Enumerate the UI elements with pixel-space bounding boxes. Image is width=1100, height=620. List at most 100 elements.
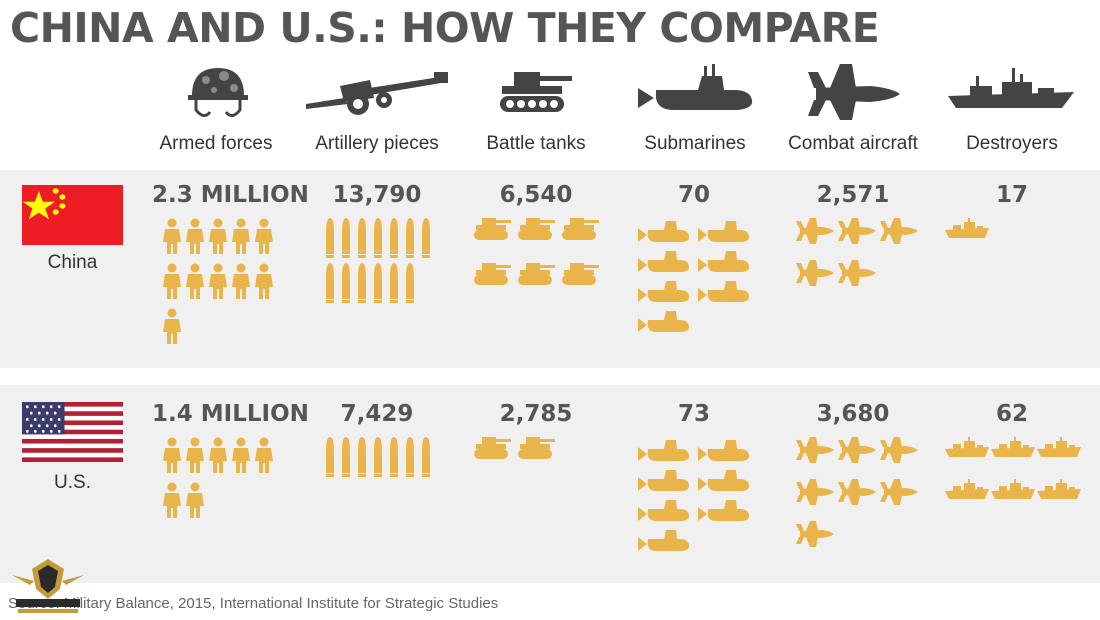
china-person-icon (186, 218, 204, 254)
china-shell-icon (374, 218, 382, 258)
china-aircraft-value: 2,571 (816, 182, 890, 208)
us-shell-icon (326, 437, 334, 477)
category-label: Destroyers (966, 133, 1058, 154)
helmet-icon (188, 68, 248, 117)
us-ship-icon (945, 479, 989, 499)
china-person-icon (163, 218, 181, 254)
china-submarine-icon (698, 221, 750, 242)
us-shell-icon (374, 437, 382, 477)
us-tanks-value: 2,785 (499, 401, 573, 427)
us-shell-icon (390, 437, 398, 477)
category-label: Combat aircraft (788, 133, 918, 154)
us-ship-icon (1037, 479, 1081, 499)
china-person-icon (186, 308, 195, 344)
us-jet-icon (796, 479, 834, 505)
us-submarine-icon (638, 530, 690, 551)
us-shell-icon (342, 437, 350, 477)
us-shell-icon (406, 437, 414, 477)
us-flag-icon (22, 402, 123, 462)
us-jet-icon (880, 479, 918, 505)
us-person-icon (163, 482, 181, 518)
us-submarine-icon (698, 530, 714, 551)
us-submarine-icon (698, 470, 750, 491)
us-submarine-icon (698, 500, 750, 521)
us-label: U.S. (54, 472, 91, 493)
china-shell-icon (342, 263, 350, 303)
submarine-icon (638, 64, 753, 110)
china-shell-icon (374, 263, 382, 303)
china-person-icon (255, 263, 273, 299)
china-shell-icon (422, 218, 430, 258)
us-destroyers-value: 62 (995, 401, 1028, 427)
china-person-icon (163, 308, 181, 344)
china-tank-icon (474, 218, 511, 240)
china-shell-icon (358, 218, 366, 258)
us-jet-icon (796, 521, 834, 547)
us-person-icon (209, 437, 227, 473)
page-title: CHINA AND U.S.: HOW THEY COMPARE (10, 4, 880, 52)
us-person-icon (186, 482, 204, 518)
china-jet-icon (796, 260, 834, 286)
us-jet-icon (880, 437, 918, 463)
us-ship-icon (945, 521, 954, 541)
china-tank-icon (562, 263, 599, 285)
china-artillery-value: 13,790 (332, 182, 422, 208)
us-shell-icon (358, 437, 366, 477)
us-jet-icon (838, 437, 876, 463)
us-submarine-icon (698, 440, 750, 461)
us-person-icon (163, 437, 181, 473)
us-shell-icon (422, 437, 430, 477)
us-ship-icon (1037, 437, 1081, 457)
us-tank-icon (518, 437, 555, 459)
china-person-icon (255, 218, 273, 254)
us-row-band (0, 385, 1100, 583)
us-armed-forces-value: 1.4 MILLION (152, 401, 309, 427)
us-person-icon (186, 437, 204, 473)
china-submarines-value: 70 (677, 182, 710, 208)
china-shell-icon (390, 263, 398, 303)
china-submarine-icon (638, 221, 690, 242)
us-ship-icon (991, 479, 1035, 499)
category-label: Artillery pieces (315, 133, 439, 154)
us-submarine-icon (638, 500, 690, 521)
china-person-icon (209, 263, 227, 299)
china-person-icon (232, 263, 250, 299)
china-jet-icon (796, 218, 834, 244)
aircraft-icon (808, 64, 900, 120)
us-tank-icon (562, 437, 593, 459)
china-tanks-value: 6,540 (499, 182, 573, 208)
china-person-icon (232, 218, 250, 254)
us-ship-icon (991, 437, 1035, 457)
china-submarine-icon (638, 311, 690, 332)
us-artillery-value: 7,429 (340, 401, 414, 427)
china-ship-icon (991, 218, 1022, 238)
us-jet-icon (838, 521, 854, 547)
china-tank-icon (562, 218, 599, 240)
us-shell-icon (326, 482, 330, 522)
us-person-icon (255, 437, 273, 473)
category-label: Battle tanks (486, 133, 586, 154)
china-shell-icon (422, 263, 429, 303)
china-flag-icon (22, 185, 123, 245)
china-tank-icon (474, 308, 493, 330)
china-label: China (47, 252, 98, 273)
china-jet-icon (880, 218, 918, 244)
china-armed-forces-value: 2.3 MILLION (152, 182, 309, 208)
china-jet-icon (838, 218, 876, 244)
china-shell-icon (326, 263, 334, 303)
china-person-icon (186, 263, 204, 299)
us-submarine-icon (638, 470, 690, 491)
china-ship-icon (945, 218, 989, 238)
china-submarine-icon (698, 281, 750, 302)
china-shell-icon (406, 263, 414, 303)
china-shell-icon (358, 263, 366, 303)
china-jet-icon (880, 260, 884, 286)
china-row-band (0, 170, 1100, 368)
china-person-icon (163, 263, 181, 299)
china-tank-icon (518, 263, 555, 285)
source-note: Source: Military Balance, 2015, Internat… (8, 595, 499, 612)
china-person-icon (209, 218, 227, 254)
tank-icon (500, 72, 572, 112)
category-label: Submarines (644, 133, 746, 154)
